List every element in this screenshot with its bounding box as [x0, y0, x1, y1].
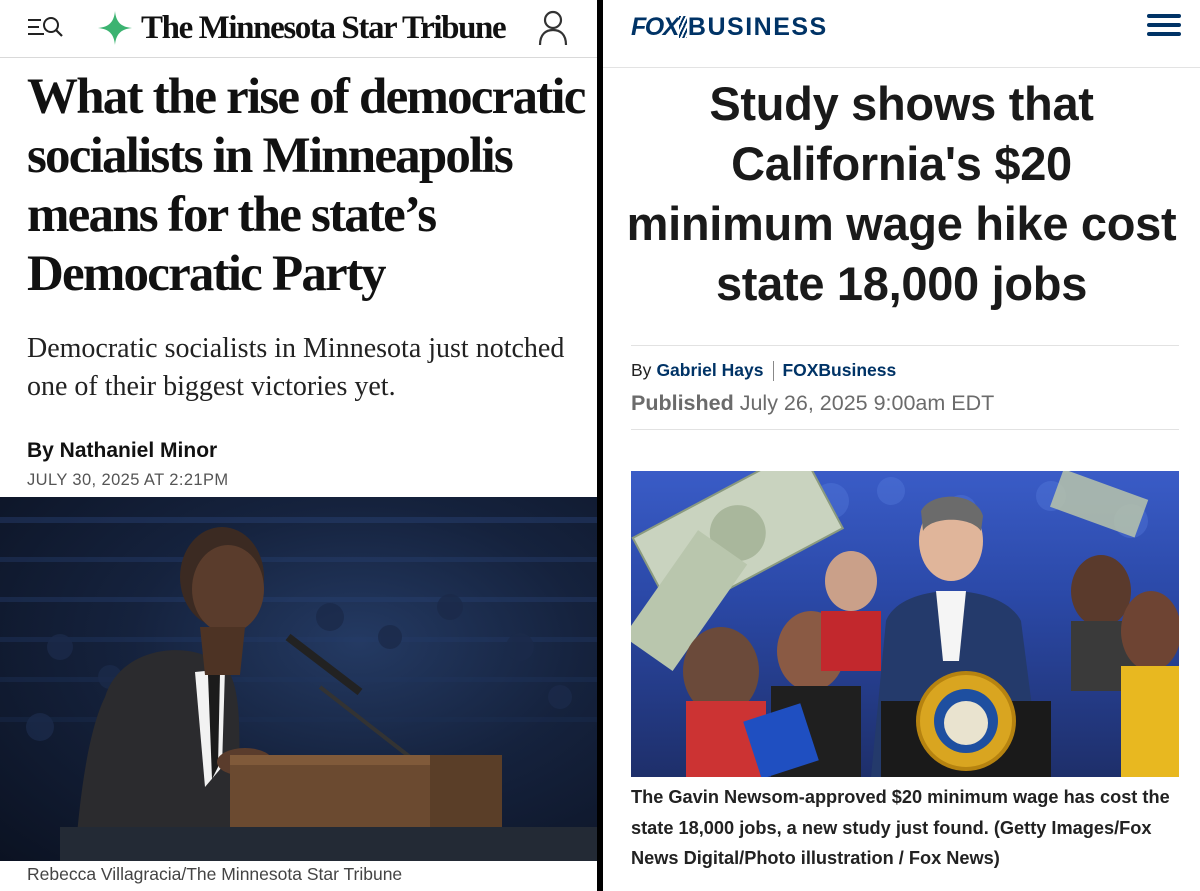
- author-link[interactable]: Gabriel Hays: [656, 360, 764, 380]
- byline[interactable]: By Nathaniel Minor: [27, 439, 218, 462]
- user-icon[interactable]: [537, 9, 569, 47]
- article-dek: Democratic socialists in Minnesota just …: [27, 333, 565, 402]
- published-line: Published July 26, 2025 9:00am EDT: [631, 391, 994, 416]
- outlet-link[interactable]: FOXBusiness: [782, 360, 897, 380]
- star-tribune-logo[interactable]: The Minnesota Star Tribune: [97, 8, 507, 48]
- by-prefix: By: [631, 360, 652, 380]
- article-photo: [631, 471, 1179, 777]
- logo-stripes-icon: [678, 16, 687, 38]
- byline-separator: [773, 360, 775, 381]
- fox-business-header: FOX BUSINESS: [603, 0, 1200, 68]
- divider-line: [631, 345, 1179, 346]
- photo-caption: The Gavin Newsom-approved $20 minimum wa…: [631, 787, 1170, 868]
- byline: By Gabriel Hays FOXBusiness: [631, 360, 896, 381]
- article-photo: [0, 497, 597, 861]
- panel-divider: [597, 0, 603, 891]
- publish-date: JULY 30, 2025 AT 2:21PM: [27, 471, 229, 489]
- menu-search-icon[interactable]: [28, 14, 66, 42]
- hamburger-icon[interactable]: [1147, 14, 1181, 40]
- star-tribune-header: The Minnesota Star Tribune: [0, 0, 597, 58]
- divider-line: [631, 429, 1179, 430]
- logo-business: BUSINESS: [687, 12, 828, 41]
- logo-text: The Minnesota Star Tribune: [141, 9, 507, 46]
- star-logo-icon: [98, 11, 132, 45]
- photo-credit: Rebecca Villagracia/The Minnesota Star T…: [27, 864, 403, 884]
- fox-business-logo[interactable]: FOX BUSINESS: [631, 12, 828, 41]
- star-tribune-panel: The Minnesota Star Tribune What the rise…: [0, 0, 597, 891]
- article-headline: What the rise of democratic socialists i…: [27, 69, 586, 302]
- article-headline: Study shows that California's $20 minimu…: [626, 77, 1177, 310]
- fox-business-panel: FOX BUSINESS Study shows that California…: [603, 0, 1200, 891]
- logo-fox: FOX: [631, 12, 679, 41]
- published-label: Published: [631, 391, 734, 415]
- published-date: July 26, 2025 9:00am EDT: [739, 391, 995, 415]
